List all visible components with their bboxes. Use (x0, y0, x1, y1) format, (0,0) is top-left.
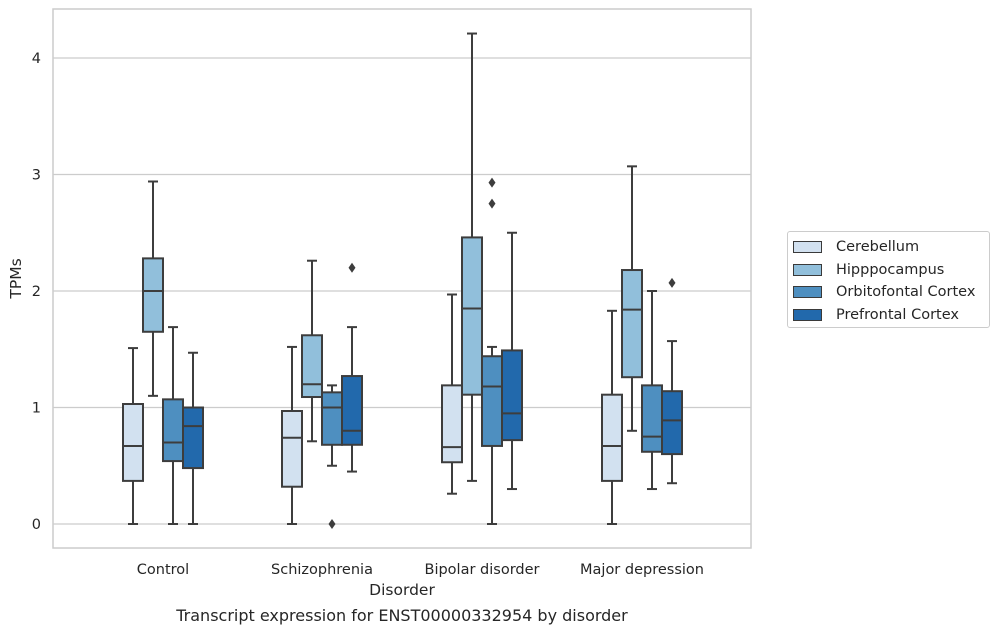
x-tick-label: Bipolar disorder (425, 562, 540, 578)
box (122, 403, 144, 482)
box (182, 406, 204, 470)
x-tick-label: Schizophrenia (271, 562, 373, 578)
chart-caption: Transcript expression for ENST0000033295… (176, 606, 628, 625)
box (621, 269, 643, 379)
outlier-point (488, 177, 496, 188)
legend-label-prefrontal-cortex: Prefrontal Cortex (836, 306, 959, 323)
legend-label-cerebellum: Cerebellum (836, 239, 920, 256)
box (661, 390, 683, 456)
y-tick-label: 4 (32, 51, 41, 67)
plot-frame (52, 8, 752, 549)
outlier-point (488, 198, 496, 209)
box (601, 393, 623, 482)
box (641, 384, 663, 453)
outlier-point (668, 277, 676, 288)
legend-item-prefrontal-cortex: Prefrontal Cortex (793, 304, 989, 327)
legend: Cerebellum Hipppocampus Orbitofontal Cor… (787, 231, 990, 328)
box (301, 334, 323, 399)
box (481, 355, 503, 447)
outlier-point (328, 519, 336, 529)
box (281, 409, 303, 488)
box (461, 236, 483, 396)
y-tick-label: 2 (32, 284, 41, 300)
y-tick-label: 0 (32, 517, 41, 533)
outlier-point (348, 262, 356, 273)
legend-item-orbitofrontal-cortex: Orbitofontal Cortex (793, 281, 989, 304)
legend-item-cerebellum: Cerebellum (793, 236, 989, 259)
y-tick-label: 3 (32, 168, 41, 184)
x-tick-label: Major depression (580, 562, 704, 578)
box (501, 349, 523, 442)
box (162, 398, 184, 463)
x-axis-label: Disorder (369, 581, 435, 599)
legend-item-hippocampus: Hipppocampus (793, 259, 989, 282)
x-tick-label: Control (137, 562, 189, 578)
legend-swatch-cerebellum (793, 241, 822, 254)
y-tick-label: 1 (32, 401, 41, 417)
y-axis-label: TPMs (7, 258, 25, 299)
box (321, 391, 343, 446)
legend-label-hippocampus: Hipppocampus (836, 261, 945, 278)
box (142, 257, 164, 333)
legend-swatch-hippocampus (793, 263, 822, 276)
legend-label-orbitofrontal-cortex: Orbitofontal Cortex (836, 284, 976, 301)
box (341, 375, 363, 446)
legend-swatch-prefrontal-cortex (793, 308, 822, 321)
box (441, 384, 463, 464)
legend-swatch-orbitofrontal-cortex (793, 286, 822, 299)
